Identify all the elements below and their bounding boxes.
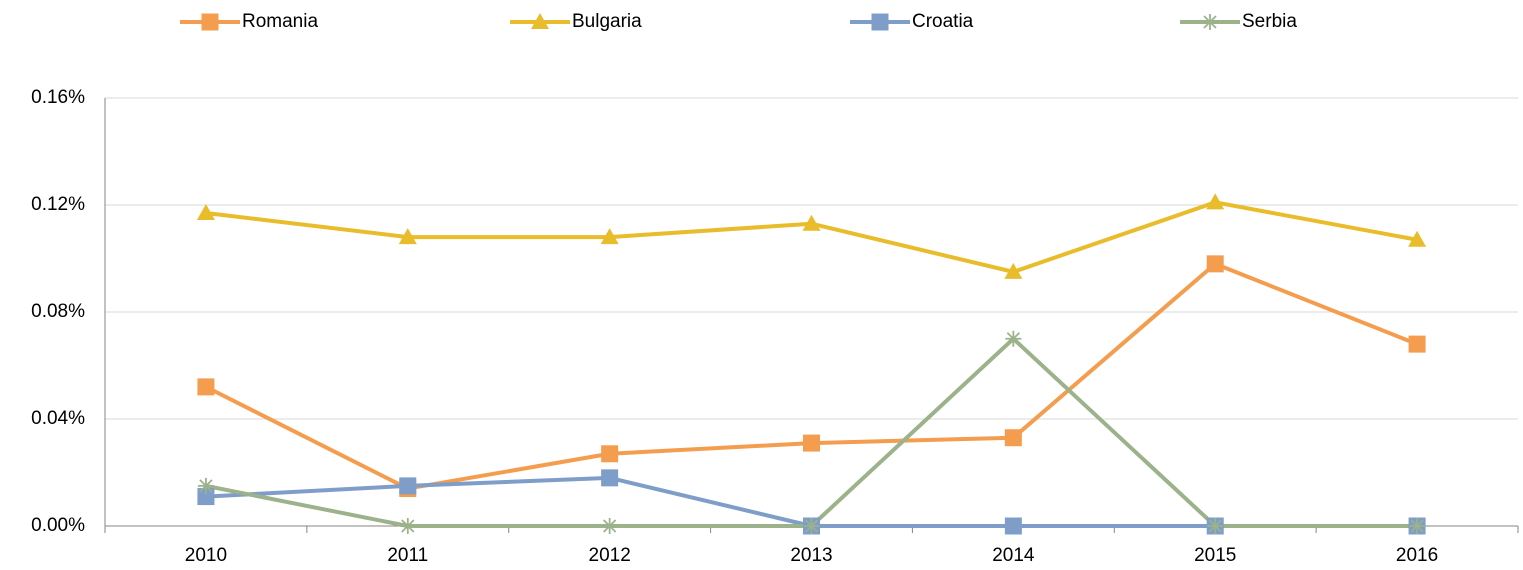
x-tick-label: 2014 bbox=[992, 545, 1035, 566]
legend-label: Croatia bbox=[912, 11, 974, 32]
x-tick-label: 2012 bbox=[589, 545, 631, 566]
marker bbox=[398, 228, 417, 245]
legend-item: Bulgaria bbox=[510, 11, 642, 32]
legend-label: Serbia bbox=[1242, 11, 1297, 32]
marker bbox=[399, 477, 417, 495]
marker bbox=[1408, 335, 1426, 353]
marker bbox=[197, 378, 215, 396]
marker bbox=[600, 228, 619, 245]
legend-item: Serbia bbox=[1180, 11, 1297, 32]
legend-item: Croatia bbox=[850, 11, 974, 32]
y-tick-label: 0.08% bbox=[31, 301, 85, 322]
marker bbox=[601, 445, 619, 463]
x-tick-label: 2015 bbox=[1194, 545, 1236, 566]
marker bbox=[1409, 518, 1426, 534]
marker bbox=[1004, 262, 1023, 279]
y-tick-label: 0.12% bbox=[31, 194, 85, 215]
marker bbox=[1005, 330, 1022, 347]
x-tick-label: 2016 bbox=[1396, 545, 1438, 566]
y-tick-label: 0.16% bbox=[31, 87, 85, 108]
y-tick-label: 0.04% bbox=[31, 408, 85, 429]
marker bbox=[601, 469, 619, 487]
x-tick-label: 2011 bbox=[387, 545, 428, 566]
series-line bbox=[205, 200, 1418, 274]
legend-label: Romania bbox=[242, 11, 318, 32]
series-line bbox=[205, 336, 1418, 528]
marker bbox=[1408, 230, 1427, 247]
marker bbox=[1202, 14, 1218, 30]
series-line bbox=[205, 261, 1418, 491]
marker bbox=[399, 518, 416, 534]
y-tick-label: 0.00% bbox=[31, 515, 85, 536]
marker bbox=[531, 13, 549, 29]
marker bbox=[1207, 518, 1224, 534]
marker bbox=[803, 518, 820, 534]
x-tick-label: 2010 bbox=[185, 545, 227, 566]
legend-item: Romania bbox=[180, 11, 318, 32]
marker bbox=[803, 434, 820, 452]
legend-label: Bulgaria bbox=[572, 11, 642, 32]
marker bbox=[1004, 429, 1022, 447]
marker bbox=[871, 13, 889, 31]
marker bbox=[1206, 193, 1225, 210]
marker bbox=[196, 204, 215, 221]
marker bbox=[1206, 255, 1224, 273]
marker bbox=[802, 214, 821, 231]
marker bbox=[197, 477, 214, 494]
marker bbox=[601, 518, 618, 534]
marker bbox=[201, 13, 219, 31]
marker bbox=[1004, 517, 1022, 535]
x-tick-label: 2013 bbox=[790, 545, 832, 566]
